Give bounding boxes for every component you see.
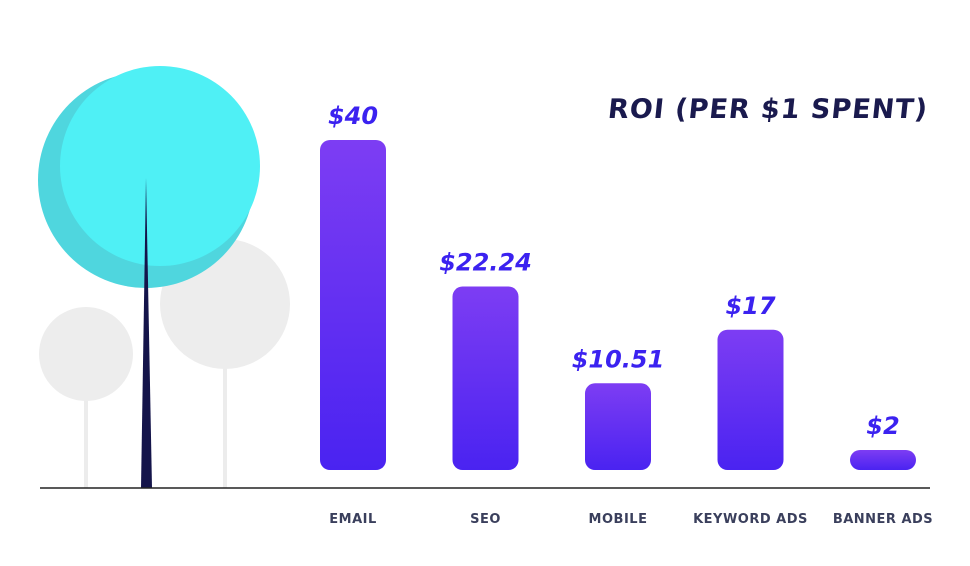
bar-banner-ads	[850, 450, 916, 470]
category-label: MOBILE	[589, 512, 648, 527]
category-label: EMAIL	[329, 512, 377, 527]
value-label: $17	[725, 292, 775, 320]
category-label: SEO	[470, 512, 501, 527]
decorative-trees-illustration	[38, 66, 290, 488]
category-label: KEYWORD ADS	[693, 512, 808, 527]
value-label: $2	[866, 412, 899, 440]
bar-keyword-ads	[717, 329, 784, 470]
value-label: $40	[328, 102, 378, 130]
bar-mobile	[585, 383, 651, 470]
bar-seo	[452, 286, 519, 470]
value-label: $10.51	[572, 345, 665, 373]
value-label: $22.24	[439, 249, 532, 277]
category-label: BANNER ADS	[833, 512, 933, 527]
bar-email	[320, 140, 386, 470]
